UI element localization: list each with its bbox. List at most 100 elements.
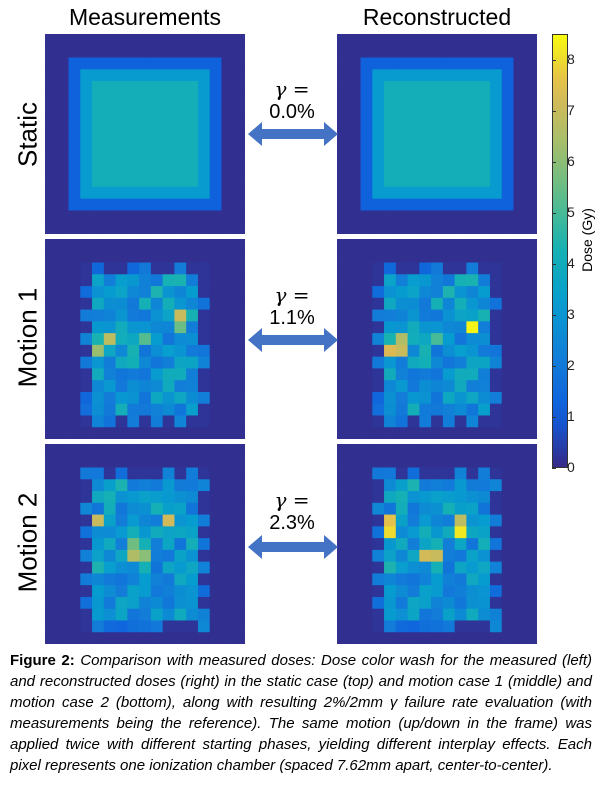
dose-pixel	[442, 491, 456, 504]
dose-pixel	[103, 502, 116, 515]
colorbar-tick-label: 8	[567, 50, 575, 67]
dose-pixel	[337, 34, 350, 47]
dose-pixel	[127, 250, 140, 263]
dose-pixel	[419, 186, 432, 200]
dose-pixel	[442, 81, 456, 94]
dose-pixel	[115, 116, 128, 129]
dose-pixel	[384, 198, 397, 211]
dose-pixel	[407, 415, 420, 428]
dose-pixel	[68, 139, 81, 153]
dose-pixel	[442, 455, 456, 468]
dose-pixel	[45, 538, 58, 551]
dose-pixel	[384, 538, 397, 551]
dose-pixel	[186, 262, 199, 275]
dose-pixel	[442, 286, 456, 299]
dose-pixel	[525, 526, 537, 539]
dose-pixel	[489, 333, 503, 346]
dose-pixel	[162, 573, 175, 586]
dose-pixel	[186, 502, 199, 515]
dose-pixel	[384, 502, 397, 515]
dose-pixel	[115, 274, 128, 287]
dose-pixel	[115, 467, 128, 480]
dose-pixel	[80, 239, 93, 252]
dose-pixel	[139, 391, 152, 405]
dose-pixel	[360, 274, 373, 287]
dose-pixel	[501, 198, 514, 211]
dose-pixel	[139, 210, 152, 223]
dose-pixel	[56, 57, 69, 70]
dose-pixel	[372, 151, 385, 164]
dose-pixel	[384, 620, 397, 633]
dose-pixel	[384, 45, 397, 58]
dose-pixel	[209, 239, 222, 252]
dose-pixel	[501, 403, 514, 416]
dose-pixel	[45, 573, 58, 586]
dose-pixel	[525, 391, 537, 405]
dose-pixel	[197, 608, 211, 621]
dose-pixel	[431, 250, 444, 263]
dose-pixel	[360, 368, 373, 381]
dose-pixel	[407, 479, 420, 492]
dose-pixel	[80, 549, 93, 563]
dose-pixel	[221, 596, 234, 610]
dose-pixel	[56, 585, 69, 598]
dose-pixel	[186, 514, 199, 527]
dose-pixel	[395, 210, 408, 223]
dose-pixel	[92, 444, 105, 457]
dose-pixel	[221, 297, 234, 310]
dose-pixel	[209, 585, 222, 598]
dose-pixel	[501, 549, 514, 563]
dose-pixel	[127, 309, 140, 322]
dose-pixel	[337, 92, 350, 105]
dose-pixel	[127, 92, 140, 105]
dose-pixel	[56, 222, 69, 234]
dose-pixel	[431, 45, 444, 58]
dose-pixel	[513, 502, 526, 515]
dose-pixel	[209, 620, 222, 633]
dose-pixel	[139, 104, 152, 117]
dose-pixel	[454, 415, 467, 428]
dose-pixel	[395, 128, 408, 141]
dose-pixel	[360, 250, 373, 263]
dose-pixel	[209, 632, 222, 644]
dose-pixel	[115, 344, 128, 358]
dose-pixel	[174, 297, 187, 310]
dose-pixel	[466, 116, 479, 129]
dose-pixel	[372, 620, 385, 633]
dose-pixel	[115, 81, 128, 94]
dose-pixel	[92, 104, 105, 117]
dose-pixel	[186, 309, 199, 322]
dose-pixel	[407, 198, 420, 211]
dose-pixel	[478, 333, 491, 346]
dose-pixel	[454, 175, 467, 188]
dose-pixel	[466, 585, 479, 598]
dose-pixel	[103, 210, 116, 223]
dose-pixel	[221, 344, 234, 358]
dose-pixel	[348, 596, 361, 610]
dose-pixel	[150, 538, 164, 551]
dose-pixel	[431, 491, 444, 504]
colorbar	[552, 34, 568, 468]
dose-pixel	[150, 514, 164, 527]
dose-pixel	[45, 333, 58, 346]
dose-pixel	[466, 222, 479, 234]
dose-pixel	[372, 573, 385, 586]
dose-pixel	[348, 69, 361, 82]
dose-pixel	[348, 81, 361, 94]
dose-pixel	[103, 186, 116, 200]
dose-pixel	[501, 163, 514, 176]
dose-pixel	[174, 479, 187, 492]
dose-pixel	[174, 262, 187, 275]
dose-pixel	[162, 45, 175, 58]
dose-pixel	[489, 274, 503, 287]
dose-pixel	[489, 415, 503, 428]
dose-pixel	[233, 34, 245, 47]
dose-pixel	[162, 175, 175, 188]
dose-pixel	[513, 163, 526, 176]
dose-pixel	[525, 491, 537, 504]
dose-pixel	[348, 321, 361, 334]
dose-pixel	[162, 34, 175, 47]
dose-pixel	[186, 380, 199, 393]
dose-pixel	[513, 391, 526, 405]
dose-pixel	[221, 561, 234, 574]
